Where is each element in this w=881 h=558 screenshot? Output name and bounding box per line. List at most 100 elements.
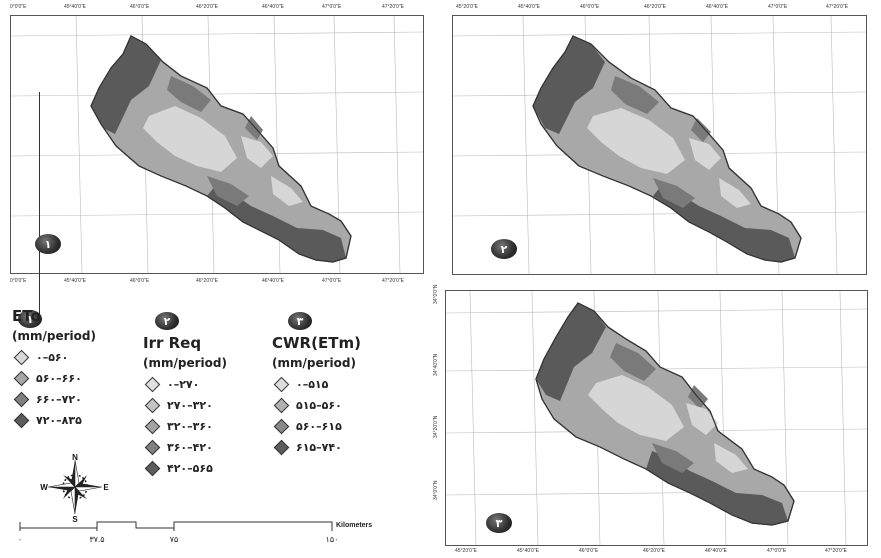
graticule-line: [531, 291, 539, 545]
legend-swatch: [144, 376, 161, 393]
legend-item: ۴۲۰–۵۶۵: [143, 458, 263, 479]
map-panel-3: ۳: [445, 290, 868, 546]
legend-title: ETo: [12, 307, 41, 325]
legend-item-label: ۳۲۰–۳۶۰: [167, 420, 213, 433]
scale-label-1: ۳۷.۵: [89, 535, 104, 544]
legend-badge-1: ۱: [18, 310, 42, 328]
legend-item: ۶۱۵–۷۴۰: [272, 437, 412, 458]
map-badge-2: ۲: [491, 239, 517, 259]
legend-item-label: ۴۲۰–۵۶۵: [167, 462, 213, 475]
panel-3-bottom-ticks: 45°20'0"E 45°40'0"E 46°0'0"E 46°20'0"E 4…: [445, 548, 866, 558]
legend-item: ۵۶۰–۶۱۵: [272, 416, 412, 437]
legend-item: ۷۲۰–۸۳۵: [12, 410, 132, 431]
legend-item: ۵۱۵–۵۶۰: [272, 395, 412, 416]
panel-3-left-ticks: 34°0'0"N 34°40'0"N 34°20'0"N 34°0'0"N: [433, 285, 443, 544]
legend-swatch: [273, 418, 290, 435]
legend-item-label: ۲۷۰–۳۲۰: [167, 399, 213, 412]
legend-irr-req: ۲ Irr Req (mm/period) ۰–۲۷۰ ۲۷۰–۳۲۰ ۳۲۰–…: [143, 312, 263, 479]
tick-label: 0°0'0"E: [10, 4, 27, 10]
legend-swatch: [144, 460, 161, 477]
region-zone-mid: [167, 76, 211, 112]
legend-item: ۳۶۰–۴۲۰: [143, 437, 263, 458]
legend-item-label: ۰–۵۱۵: [296, 378, 329, 391]
north-arrow-icon: N S E W: [40, 453, 109, 522]
tick-label: 47°0'0"E: [322, 278, 342, 284]
tick-label: 34°40'0"N: [433, 353, 439, 376]
region-zone-light: [241, 136, 273, 168]
graticule-line: [453, 31, 866, 37]
graticule-line: [446, 308, 867, 314]
graticule-line: [453, 91, 866, 97]
graticule-line: [830, 16, 838, 274]
tick-label: 47°0'0"E: [322, 4, 342, 10]
tick-label: 46°0'0"E: [579, 548, 599, 554]
legend-title: Irr Req: [143, 334, 202, 352]
south-label: S: [72, 515, 78, 522]
tick-label: 45°40'0"E: [518, 4, 540, 10]
scale-unit: Kilometers: [336, 522, 372, 529]
region-zone-light: [588, 375, 684, 441]
map-panel-1: ۱: [10, 15, 424, 318]
tick-label: 34°20'0"N: [433, 415, 439, 438]
region-zone-light: [271, 176, 303, 206]
legend-swatch: [273, 439, 290, 456]
panel-1-bottom-ticks: 0°0'0"E 45°40'0"E 46°0'0"E 46°20'0"E 46°…: [10, 278, 422, 288]
legend-eto: ۱ ETo (mm/period) ۰–۵۶۰ ۵۶۰–۶۶۰ ۶۶۰–۷۲۰ …: [12, 307, 132, 431]
tick-label: 47°0'0"E: [768, 4, 788, 10]
legend-item-label: ۰–۲۷۰: [167, 378, 200, 391]
tick-label: 47°20'0"E: [826, 4, 848, 10]
tick-label: 46°40'0"E: [705, 548, 727, 554]
map-svg-3: [446, 291, 867, 545]
legend-swatch: [13, 349, 30, 366]
scale-label-3: ۱۵۰: [326, 535, 339, 544]
legend-swatch: [13, 412, 30, 429]
tick-label: 0°0'0"E: [10, 278, 27, 284]
region-zone-dark: [207, 186, 346, 262]
tick-label: 46°20'0"E: [643, 548, 665, 554]
tick-label: 46°0'0"E: [130, 4, 150, 10]
region-zone-mid: [207, 176, 249, 206]
scale-label-0: ۰: [18, 535, 22, 544]
region-border: [532, 35, 802, 263]
graticule-line: [11, 91, 423, 97]
tick-label: 46°20'0"E: [196, 278, 218, 284]
legend-item: ۰–۵۱۵: [272, 374, 412, 395]
tick-label: 45°20'0"E: [455, 548, 477, 554]
region-zone-light: [719, 178, 751, 208]
region-zone-dark: [536, 303, 606, 401]
region-zone-light: [714, 443, 748, 473]
east-label: E: [103, 483, 109, 492]
region-zone-dark: [91, 36, 161, 134]
region-zone-light: [587, 108, 685, 174]
legend-swatch: [273, 397, 290, 414]
legend-item-label: ۰–۵۶۰: [36, 351, 69, 364]
legend-item: ۰–۲۷۰: [143, 374, 263, 395]
legend-unit: (mm/period): [12, 329, 96, 343]
region-zone-light: [686, 403, 718, 435]
legend-item-label: ۶۶۰–۷۲۰: [36, 393, 82, 406]
legend-item-label: ۵۶۰–۶۱۵: [296, 420, 342, 433]
tick-label: 46°0'0"E: [130, 278, 150, 284]
graticule-line: [75, 16, 83, 273]
tick-label: 45°40'0"E: [64, 278, 86, 284]
scale-bar: ۰ ۳۷.۵ ۷۵ ۱۵۰ Kilometers: [18, 521, 372, 544]
region-zone-dark: [533, 36, 605, 134]
region-zone-dark: [653, 186, 795, 262]
west-label: W: [40, 483, 48, 492]
legend-item: ۲۷۰–۳۲۰: [143, 395, 263, 416]
legend-item: ۰–۵۶۰: [12, 347, 132, 368]
tick-label: 34°0'0"N: [433, 284, 439, 304]
legend-item: ۵۶۰–۶۶۰: [12, 368, 132, 389]
legend-swatch: [144, 418, 161, 435]
legend-title: CWR(ETm): [272, 334, 361, 352]
graticule-line: [446, 490, 867, 496]
tick-label: 46°40'0"E: [262, 4, 284, 10]
region-zone-mid: [652, 443, 694, 473]
graticule-line: [522, 16, 530, 274]
tick-label: 46°40'0"E: [706, 4, 728, 10]
map-svg-2: [453, 16, 866, 274]
legend-item: ۶۶۰–۷۲۰: [12, 389, 132, 410]
graticule-line: [393, 16, 401, 273]
legend-swatch: [144, 397, 161, 414]
region-zone-light: [143, 106, 237, 172]
